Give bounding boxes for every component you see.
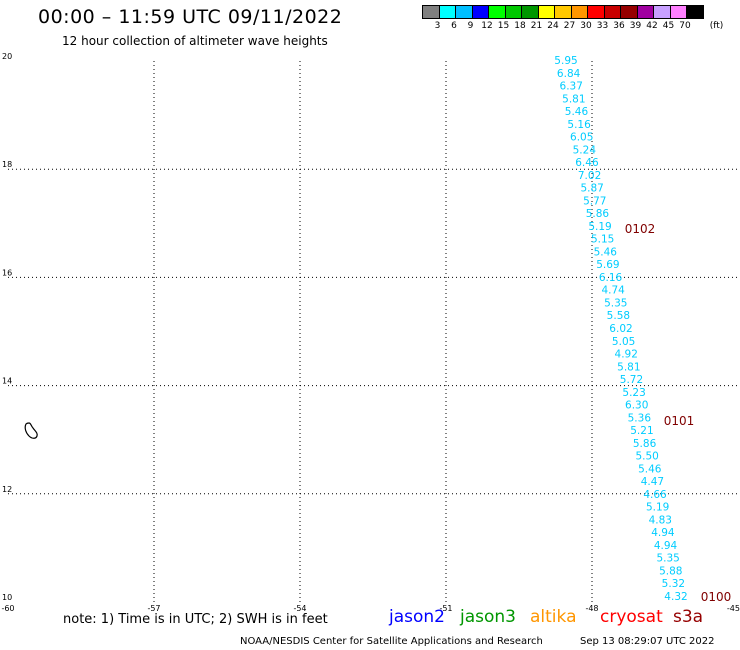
wave-height-value: 5.32	[662, 578, 685, 590]
x-tick-label: -54	[293, 604, 306, 613]
satellite-cryosat: cryosat	[600, 607, 663, 627]
footer-timestamp: Sep 13 08:29:07 UTC 2022	[580, 636, 715, 647]
x-tick-label: -60	[1, 604, 14, 613]
legend-label: 45	[662, 21, 675, 31]
y-tick-label: 10	[2, 593, 12, 602]
legend-label: 9	[467, 21, 474, 31]
wave-height-value: 5.72	[620, 374, 643, 386]
legend-label: 3	[434, 21, 441, 31]
footer-note: note: 1) Time is in UTC; 2) SWH is in fe…	[63, 612, 328, 627]
wave-height-value: 5.15	[591, 234, 614, 246]
time-marker: 0102	[625, 222, 656, 236]
legend-label: 21	[530, 21, 543, 31]
wave-height-value: 6.16	[599, 272, 623, 284]
wave-height-value: 5.58	[607, 310, 630, 322]
wave-height-value: 4.94	[654, 540, 678, 552]
wave-height-value: 5.87	[580, 183, 603, 195]
wave-height-value: 5.46	[565, 106, 589, 118]
wave-height-value: 5.36	[628, 412, 652, 424]
wave-height-value: 6.46	[575, 157, 599, 169]
wave-height-value: 5.46	[638, 463, 662, 475]
color-legend	[422, 5, 704, 19]
x-tick-label: -57	[147, 604, 160, 613]
footer-credit: NOAA/NESDIS Center for Satellite Applica…	[240, 636, 543, 647]
wave-height-value: 5.23	[622, 387, 645, 399]
wave-height-value: 5.16	[567, 119, 591, 131]
satellite-jason2: jason2	[389, 607, 445, 627]
legend-label: 24	[547, 21, 559, 31]
map-grid	[8, 61, 738, 602]
wave-height-value: 5.81	[562, 93, 585, 105]
legend-label: 18	[514, 21, 526, 31]
wave-height-value: 6.37	[560, 81, 583, 93]
wave-height-value: 5.21	[630, 425, 653, 437]
page-title: 00:00 – 11:59 UTC 09/11/2022	[38, 6, 343, 28]
x-tick-label: -51	[439, 604, 452, 613]
legend-swatch	[686, 5, 704, 19]
wave-height-value: 5.19	[646, 502, 669, 514]
satellite-s3a: s3a	[673, 607, 704, 627]
color-legend-labels: 3 6 9 12 15 18 21 24 27 30 33 36 39 42 45 70 (ft)	[422, 21, 740, 33]
y-tick-label: 20	[2, 52, 12, 61]
y-tick-label: 18	[2, 160, 12, 169]
legend-label: 70	[679, 21, 691, 31]
wave-height-value: 6.30	[625, 400, 648, 412]
wave-height-value: 5.69	[596, 259, 619, 271]
y-tick-label: 16	[2, 268, 12, 277]
legend-label: 27	[563, 21, 576, 31]
time-marker: 0101	[664, 414, 695, 428]
wave-height-value: 5.77	[583, 195, 606, 207]
wave-height-value: 5.88	[659, 565, 682, 577]
wave-height-value: 4.94	[651, 527, 675, 539]
altimeter-track: 5.956.846.375.815.465.166.055.246.467.02…	[554, 55, 687, 603]
legend-label: 12	[481, 21, 493, 31]
wave-height-value: 4.66	[643, 489, 667, 501]
x-tick-label: -48	[585, 604, 598, 613]
wave-height-value: 6.02	[609, 323, 632, 335]
x-tick-label: -45	[727, 604, 740, 613]
wave-height-value: 5.19	[588, 221, 611, 233]
wave-height-value: 4.74	[601, 285, 625, 297]
time-marker: 0100	[701, 590, 732, 604]
y-tick-label: 14	[2, 377, 12, 386]
island-outline	[24, 422, 38, 439]
legend-label: (ft)	[709, 21, 724, 31]
wave-height-value: 5.35	[604, 297, 627, 309]
satellite-jason3: jason3	[460, 607, 516, 627]
wave-height-value: 5.35	[656, 553, 679, 565]
wave-height-value: 6.84	[557, 68, 581, 80]
wave-height-value: 4.92	[615, 349, 638, 361]
satellite-altika: altika	[530, 607, 577, 627]
wave-height-value: 5.95	[554, 55, 577, 67]
legend-label: 30	[580, 21, 592, 31]
wave-height-value: 5.46	[594, 246, 618, 258]
page-subtitle: 12 hour collection of altimeter wave hei…	[62, 34, 328, 48]
y-tick-label: 12	[2, 485, 12, 494]
legend-label: 36	[613, 21, 625, 31]
wave-height-value: 5.81	[617, 361, 640, 373]
wave-height-value: 4.47	[641, 476, 664, 488]
wave-height-value: 5.24	[573, 144, 597, 156]
wave-height-value: 7.02	[578, 170, 601, 182]
time-markers: 0102 0101 0100	[625, 222, 732, 604]
wave-height-value: 5.86	[633, 438, 657, 450]
legend-label: 33	[596, 21, 609, 31]
legend-label: 15	[497, 21, 510, 31]
wave-height-value: 6.05	[570, 132, 593, 144]
legend-label: 42	[646, 21, 658, 31]
axis-ticks: 20 18 16 14 12 10 -60 -57 -54 -51 -48 -45	[1, 52, 740, 613]
wave-height-value: 5.86	[586, 208, 610, 220]
wave-height-value: 5.50	[635, 451, 658, 463]
wave-height-value: 4.32	[664, 591, 687, 603]
legend-label: 6	[451, 21, 457, 31]
wave-height-value: 5.05	[612, 336, 635, 348]
legend-label: 39	[629, 21, 642, 31]
wave-height-value: 4.83	[649, 514, 672, 526]
